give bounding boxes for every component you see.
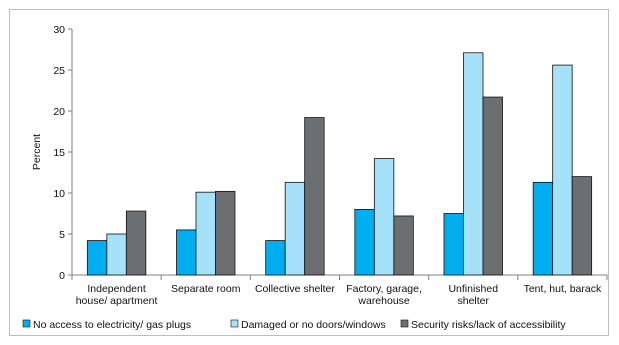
y-tick-label: 25 [53, 65, 65, 77]
bar [552, 64, 573, 276]
legend-label: No access to electricity/ gas plugs [33, 319, 191, 331]
legend-swatch [400, 319, 409, 328]
x-category-label: Collective shelter [255, 283, 335, 295]
y-axis-label: Percent [31, 134, 43, 170]
x-category-label: Separate room [171, 283, 241, 295]
bar [393, 215, 414, 276]
y-tick-label: 5 [59, 229, 65, 241]
x-category-label: Independent [87, 283, 145, 295]
y-tick-label: 10 [53, 188, 65, 200]
bar [176, 229, 197, 276]
axes [68, 28, 608, 280]
x-category-label: warehouse [357, 295, 410, 307]
legend-label: Damaged or no doors/windows [241, 319, 386, 331]
legend: No access to electricity/ gas plugs Damag… [22, 319, 566, 331]
x-category-label: shelter [457, 295, 489, 307]
bar [265, 240, 286, 276]
bar [195, 191, 216, 276]
x-category-label: Tent, hut, barack [524, 283, 602, 295]
legend-swatch [22, 319, 31, 328]
x-category-label: house/ apartment [76, 295, 158, 307]
bar [463, 52, 484, 276]
bar [284, 181, 306, 276]
bar [482, 96, 503, 276]
bars [86, 52, 593, 276]
bar [106, 233, 127, 276]
x-category-label: Factory, garage, [346, 283, 422, 295]
x-category-label: Unfinished [448, 283, 498, 295]
bar [215, 190, 236, 276]
tick-labels: 0 5 10 15 20 25 30 [53, 24, 65, 282]
bar [304, 117, 325, 276]
bar [443, 213, 464, 276]
bar [532, 181, 554, 276]
legend-label: Security risks/lack of accessibility [411, 319, 566, 331]
y-tick-label: 20 [53, 106, 65, 118]
y-tick-label: 0 [59, 270, 65, 282]
bar [373, 158, 395, 276]
bar [125, 210, 147, 276]
y-tick-label: 15 [53, 147, 65, 159]
bar [86, 240, 108, 276]
bar [571, 176, 593, 276]
bar [354, 208, 375, 276]
legend-swatch [230, 319, 239, 328]
y-tick-label: 30 [53, 24, 65, 36]
